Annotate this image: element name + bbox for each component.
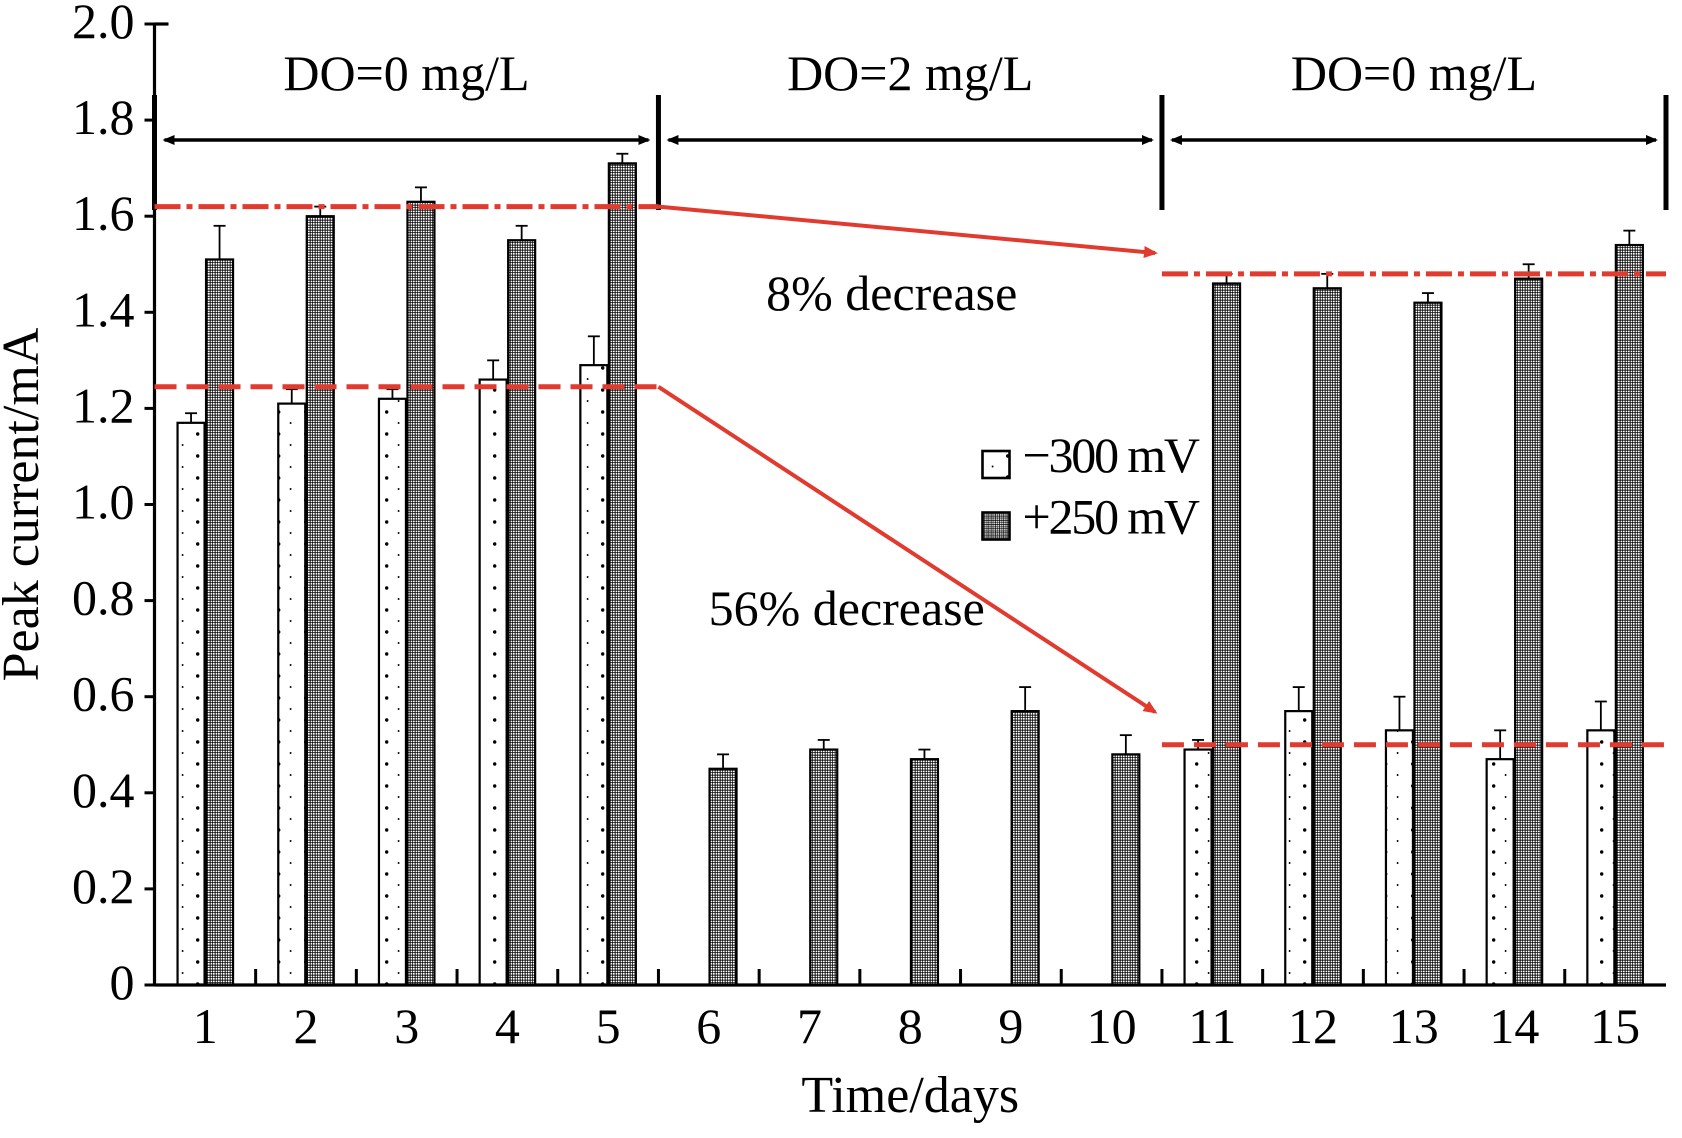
svg-text:2.0: 2.0: [72, 0, 135, 49]
svg-text:12: 12: [1288, 998, 1338, 1054]
svg-text:8: 8: [898, 998, 923, 1054]
svg-text:Time/days: Time/days: [801, 1067, 1019, 1124]
svg-text:10: 10: [1087, 998, 1137, 1054]
svg-text:8% decrease: 8% decrease: [766, 265, 1017, 321]
svg-text:2: 2: [294, 998, 319, 1054]
svg-text:0.6: 0.6: [72, 666, 135, 722]
svg-text:15: 15: [1590, 998, 1640, 1054]
svg-text:1.0: 1.0: [72, 474, 135, 530]
svg-text:Peak current/mA: Peak current/mA: [0, 327, 50, 681]
svg-text:1.8: 1.8: [72, 89, 135, 145]
svg-text:0.8: 0.8: [72, 570, 135, 626]
svg-text:1.6: 1.6: [72, 185, 135, 241]
svg-text:3: 3: [394, 998, 419, 1054]
svg-text:DO=0 mg/L: DO=0 mg/L: [1291, 45, 1537, 101]
svg-text:0.4: 0.4: [72, 762, 135, 818]
svg-text:4: 4: [495, 998, 520, 1054]
svg-text:DO=2 mg/L: DO=2 mg/L: [787, 45, 1033, 101]
svg-text:11: 11: [1188, 998, 1236, 1054]
svg-text:1: 1: [193, 998, 218, 1054]
svg-text:13: 13: [1389, 998, 1439, 1054]
svg-text:14: 14: [1489, 998, 1539, 1054]
svg-text:0.2: 0.2: [72, 858, 135, 914]
svg-text:−300 mV: −300 mV: [1023, 427, 1200, 483]
svg-text:1.2: 1.2: [72, 377, 135, 433]
svg-text:6: 6: [696, 998, 721, 1054]
svg-text:5: 5: [596, 998, 621, 1054]
svg-text:9: 9: [998, 998, 1023, 1054]
svg-text:DO=0 mg/L: DO=0 mg/L: [283, 45, 529, 101]
svg-text:1.4: 1.4: [72, 281, 135, 337]
svg-text:+250 mV: +250 mV: [1023, 489, 1200, 545]
svg-text:56% decrease: 56% decrease: [709, 580, 985, 636]
svg-text:7: 7: [797, 998, 822, 1054]
svg-text:0: 0: [110, 954, 135, 1010]
